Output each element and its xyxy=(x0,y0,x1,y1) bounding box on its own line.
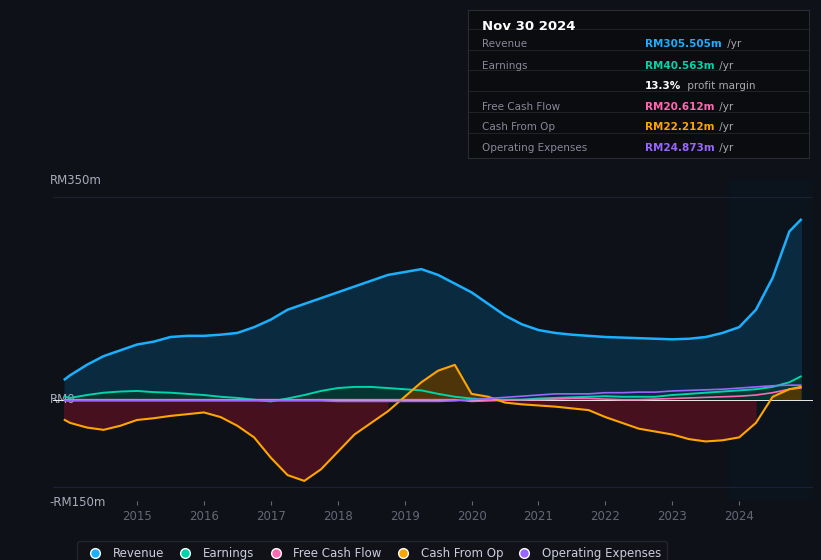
Text: RM40.563m: RM40.563m xyxy=(645,62,715,72)
Text: RM0: RM0 xyxy=(49,393,76,406)
Text: Revenue: Revenue xyxy=(482,39,527,49)
Text: /yr: /yr xyxy=(716,122,733,132)
Text: RM20.612m: RM20.612m xyxy=(645,101,714,111)
Text: -RM150m: -RM150m xyxy=(49,496,106,510)
Text: /yr: /yr xyxy=(716,62,733,72)
Text: 13.3%: 13.3% xyxy=(645,81,681,91)
Text: RM22.212m: RM22.212m xyxy=(645,122,714,132)
Bar xyxy=(727,179,813,501)
Text: /yr: /yr xyxy=(723,39,741,49)
Text: Nov 30 2024: Nov 30 2024 xyxy=(482,20,575,33)
Text: RM350m: RM350m xyxy=(49,174,102,187)
Text: /yr: /yr xyxy=(716,101,733,111)
Text: Earnings: Earnings xyxy=(482,62,527,72)
Text: Operating Expenses: Operating Expenses xyxy=(482,143,587,153)
Text: RM305.505m: RM305.505m xyxy=(645,39,722,49)
Text: profit margin: profit margin xyxy=(685,81,756,91)
Text: /yr: /yr xyxy=(716,143,733,153)
Legend: Revenue, Earnings, Free Cash Flow, Cash From Op, Operating Expenses: Revenue, Earnings, Free Cash Flow, Cash … xyxy=(77,542,667,560)
Text: RM24.873m: RM24.873m xyxy=(645,143,715,153)
Text: Free Cash Flow: Free Cash Flow xyxy=(482,101,560,111)
Text: Cash From Op: Cash From Op xyxy=(482,122,555,132)
